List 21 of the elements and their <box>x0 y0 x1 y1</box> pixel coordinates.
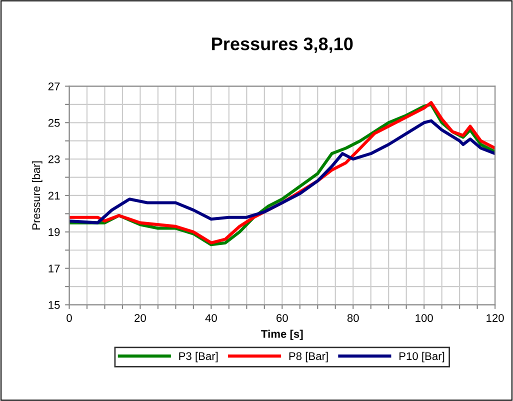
x-tick-label: 120 <box>486 314 504 322</box>
x-tick-label: 20 <box>134 314 146 322</box>
legend-label: P8 [Bar] <box>289 352 328 362</box>
legend-label: P3 [Bar] <box>179 352 218 362</box>
y-tick-label: 23 <box>48 155 60 164</box>
y-tick-label: 19 <box>48 228 60 236</box>
chart-title: Pressures 3,8,10 <box>212 37 353 53</box>
x-tick-label: 40 <box>205 314 217 322</box>
y-tick-label: 25 <box>48 118 60 127</box>
x-tick-label: 60 <box>276 314 288 322</box>
x-axis-title: Time [s] <box>261 330 303 340</box>
line-series <box>69 119 496 224</box>
x-tick-label: 80 <box>347 314 359 322</box>
y-tick-label: 21 <box>48 192 60 200</box>
y-tick-label: 17 <box>48 264 60 272</box>
x-tick-label: 0 <box>66 314 72 322</box>
y-tick-label: 27 <box>48 82 60 90</box>
y-tick-label: 15 <box>48 301 60 309</box>
x-tick-label: 100 <box>416 314 433 322</box>
legend-label: P10 [Bar] <box>399 352 444 362</box>
y-axis-title: Pressure [bar] <box>32 161 42 230</box>
